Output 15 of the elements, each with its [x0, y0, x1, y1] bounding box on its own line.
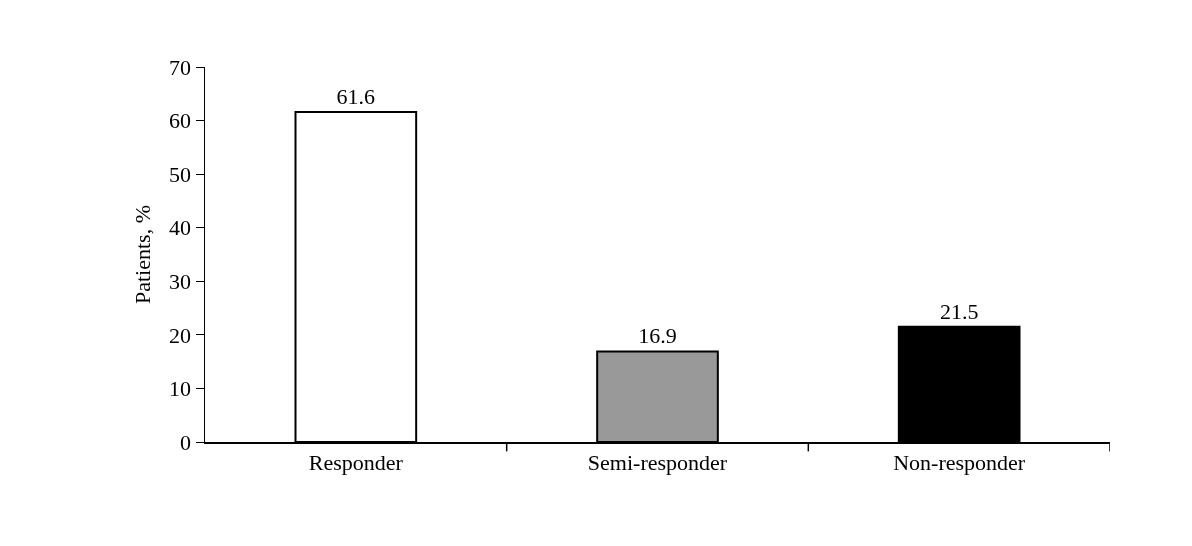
y-tick-label: 40 — [169, 215, 192, 241]
x-tick-label: Semi-responder — [587, 449, 728, 475]
y-tick-label: 10 — [169, 376, 192, 402]
x-tick-label: Responder — [308, 449, 404, 475]
y-axis-title: Patients, % — [130, 205, 156, 304]
y-tick-label: 20 — [169, 322, 192, 348]
y-tick-label: 30 — [169, 268, 192, 294]
y-tick-label: 60 — [169, 108, 192, 134]
data-label: 16.9 — [638, 323, 677, 349]
x-tick-label: Non-responder — [893, 449, 1026, 475]
y-tick-label: 70 — [169, 54, 192, 80]
data-label: 21.5 — [939, 298, 979, 324]
y-tick-label: 0 — [180, 429, 192, 455]
y-tick-label: 50 — [169, 161, 192, 187]
data-label: 61.6 — [336, 84, 376, 109]
